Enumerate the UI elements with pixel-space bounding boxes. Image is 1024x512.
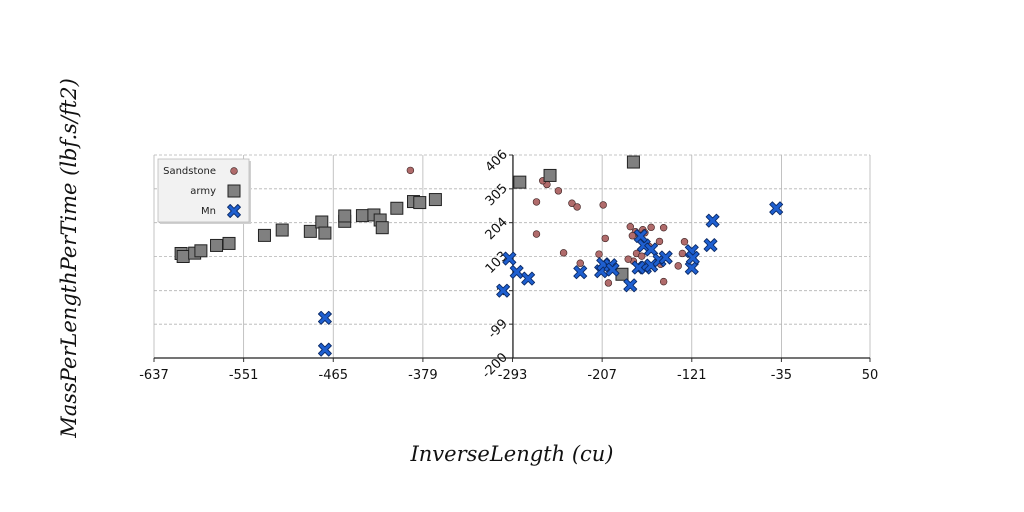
army-point <box>195 245 207 257</box>
mn-point <box>770 202 783 215</box>
x-tick-label: 50 <box>862 368 879 383</box>
army-point <box>223 237 235 249</box>
army-point <box>429 194 441 206</box>
sandstone-point <box>574 204 581 211</box>
sandstone-point <box>605 280 612 287</box>
mn-point <box>522 272 535 285</box>
army-point <box>211 239 223 251</box>
army-point <box>414 197 426 209</box>
mn-point <box>318 343 331 356</box>
legend: Sandstone army Mn <box>158 159 251 224</box>
x-tick-label: -35 <box>771 368 792 383</box>
mn-point <box>624 279 637 292</box>
sandstone-point <box>560 249 567 256</box>
sandstone-point <box>625 256 632 263</box>
x-tick-label: -207 <box>587 368 617 383</box>
mn-point <box>704 239 717 252</box>
army-point <box>316 216 328 228</box>
legend-label: Mn <box>201 206 216 217</box>
sandstone-point <box>660 278 667 285</box>
sandstone-point <box>660 224 667 231</box>
y-tick-label: 406 <box>483 147 511 175</box>
sandstone-point <box>648 224 655 231</box>
sandstone-point <box>407 167 414 174</box>
sandstone-point <box>533 231 540 238</box>
sandstone-point <box>602 235 609 242</box>
x-tick-label: -121 <box>677 368 707 383</box>
x-tick-label: -379 <box>408 368 438 383</box>
army-point <box>356 210 368 222</box>
legend-marker-sandstone <box>231 168 238 175</box>
x-tick-label: -637 <box>139 368 169 383</box>
sandstone-point <box>555 187 562 194</box>
sandstone-point <box>675 262 682 269</box>
x-tick-label: -551 <box>229 368 259 383</box>
sandstone-point <box>681 238 688 245</box>
sandstone-point <box>596 251 603 258</box>
y-tick-label: 204 <box>483 215 511 243</box>
army-point <box>319 227 331 239</box>
legend-label: Sandstone <box>163 166 216 177</box>
mn-point <box>574 266 587 279</box>
sandstone-point <box>577 260 584 267</box>
y-tick-label: 305 <box>483 181 511 209</box>
mn-point <box>318 311 331 324</box>
sandstone-point <box>656 238 663 245</box>
army-point <box>391 202 403 214</box>
army-point <box>627 156 639 168</box>
army-point <box>276 224 288 236</box>
sandstone-point <box>638 253 645 260</box>
army-point <box>544 169 556 181</box>
army-point <box>177 251 189 263</box>
legend-label: army <box>190 186 216 197</box>
sandstone-point <box>600 202 607 209</box>
mn-point <box>706 214 719 227</box>
sandstone-point <box>679 250 686 257</box>
sandstone-point <box>533 198 540 205</box>
army-point <box>376 222 388 234</box>
y-axis-title: MassPerLengthPerTime (lbf.s/ft2) <box>57 78 81 439</box>
x-tick-label: -465 <box>319 368 349 383</box>
army-point <box>304 225 316 237</box>
x-axis-title: InverseLength (cu) <box>409 442 613 466</box>
sandstone-point <box>627 223 634 230</box>
army-point <box>339 210 351 222</box>
legend-marker-army <box>228 185 240 197</box>
x-tick-label: -293 <box>498 368 528 383</box>
army-point <box>514 176 526 188</box>
army-point <box>258 229 270 241</box>
y-tick-label: -99 <box>485 316 511 342</box>
